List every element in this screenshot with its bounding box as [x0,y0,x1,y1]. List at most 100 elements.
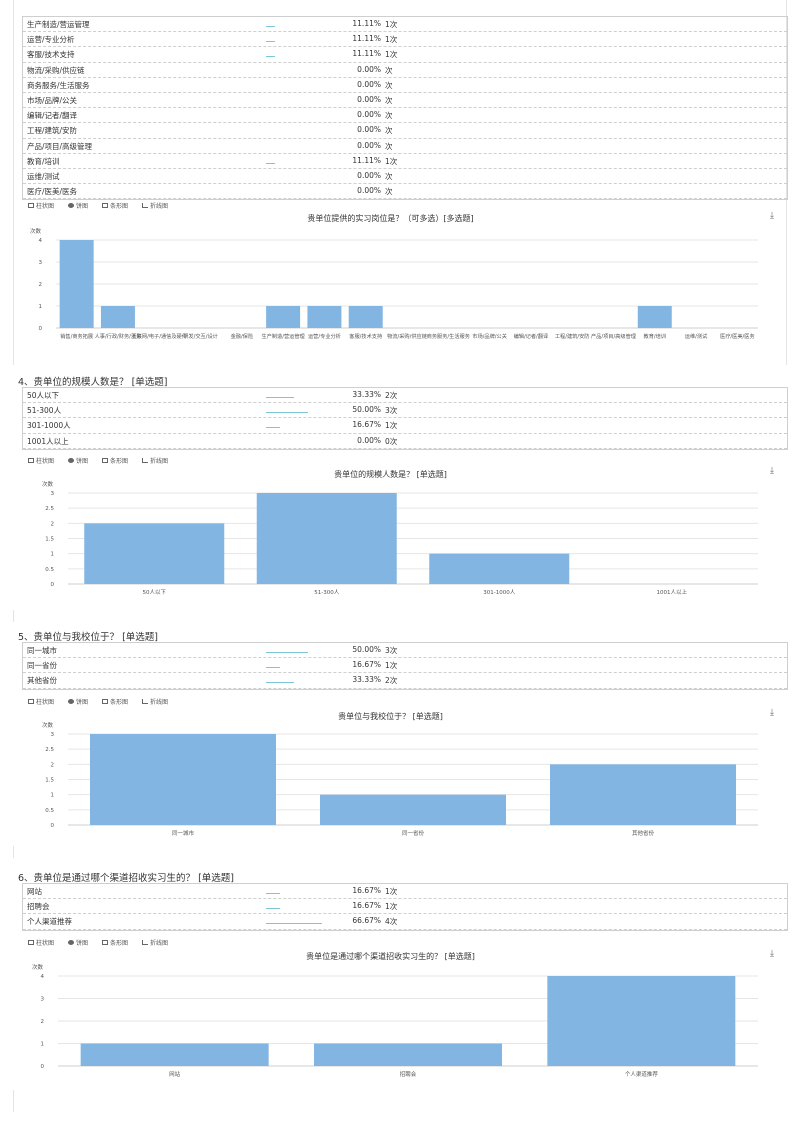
hbar-chart-button[interactable]: 条形图 [102,456,128,465]
x-tick-label: 金融/保险 [231,332,254,340]
option-count: 1次 [385,661,398,671]
option-percent: 0.00% [357,125,381,135]
chart-title: 贵单位是通过哪个渠道招收实习生的？ [单选题] [306,951,475,961]
option-count: 1次 [385,156,398,166]
option-count: 1次 [385,887,398,896]
stat-row: 医疗/医美/医务 0.00% 次 [23,184,787,200]
option-label: 生产制造/营运管理 [27,20,90,29]
hbar-chart-button[interactable]: 条形图 [102,938,128,947]
stat-row: 编辑/记者/翻译 0.00% 次 [23,108,787,124]
q5-bar-chart: 贵单位与我校位于？ [单选题] 次数 0 0.5 1 1.5 2 2.5 3 同一城市 同一省份 其他… [18,708,763,838]
option-percent: 11.11% [352,49,381,59]
stat-row: 市场/品牌/公关 0.00% 次 [23,93,787,109]
option-percent: 0.00% [357,64,381,74]
ratio-bar [266,56,276,58]
stat-row: 同一省份 16.67% 1次 [23,658,787,674]
line-chart-icon [142,458,149,463]
q3-stats-table: 生产制造/营运管理 11.11% 1次 运营/专业分析 11.11% 1次 客服/技术支持 1… [22,16,788,201]
y-tick-label: 3 [51,732,55,738]
option-count: 次 [385,111,393,121]
line-chart-button[interactable]: 折线图 [142,938,168,947]
option-count: 次 [385,95,393,105]
option-label: 其他省份 [27,676,57,686]
hbar-chart-icon [102,699,109,704]
stat-row: 商务服务/生活服务 0.00% 次 [23,78,787,93]
line-chart-button[interactable]: 折线图 [142,456,168,465]
x-tick-label: 销售/商务拓展 [60,332,93,340]
x-tick-label: 工程/建筑/安防 [555,332,590,340]
stat-row: 工程/建筑/安防 0.00% 次 [23,123,787,139]
page-left-rule [13,610,14,622]
x-tick-label: 市场/品牌/公关 [472,332,507,340]
bar-chart-button[interactable]: 柱状图 [28,938,54,947]
option-label: 同一省份 [27,661,57,671]
bar-chart-icon [28,940,34,945]
hbar-chart-icon [102,458,109,463]
x-tick-label: 网站 [169,1070,181,1078]
hbar-chart-label: 条形图 [110,940,129,947]
line-chart-label: 折线图 [150,699,169,706]
pie-chart-button[interactable]: 饼图 [68,697,88,706]
bar-chart-button[interactable]: 柱状图 [28,697,54,706]
option-label: 医疗/医美/医务 [27,187,78,197]
line-chart-label: 折线图 [150,203,169,210]
x-tick-label: 301-1000人 [483,589,515,596]
option-count: 2次 [385,391,398,400]
q4-stats-table: 50人以下 33.33% 2次 51-300人 50.00% 3次 301-1000人 16.… [22,387,788,450]
q4-chart-toolbar: 柱状图 饼图 条形图 折线图 [28,456,182,465]
line-chart-label: 折线图 [150,458,169,465]
y-tick-label: 0 [39,326,43,332]
pie-chart-icon [68,458,75,463]
stat-row: 其他省份 33.33% 2次 [23,673,787,689]
bar-chart-label: 柱状图 [36,940,55,947]
bar [266,306,301,328]
pie-chart-button[interactable]: 饼图 [68,201,88,210]
bar-chart-button[interactable]: 柱状图 [28,456,54,465]
hbar-chart-button[interactable]: 条形图 [102,697,128,706]
y-tick-label: 1 [39,304,43,310]
q6-bar-chart: 贵单位是通过哪个渠道招收实习生的？ [单选题] 次数 0 1 2 3 4 网站 招聘会 个人渠道推… [18,948,763,1083]
download-icon[interactable]: ⤓ [770,708,774,718]
y-tick-label: 3 [41,997,45,1003]
ratio-bar [266,26,276,27]
x-tick-label: 互联网/电子/通信及硬件 [132,332,187,340]
line-chart-button[interactable]: 折线图 [142,201,168,210]
ratio-bar [266,923,322,925]
x-tick-label: 同一省份 [402,829,425,837]
x-tick-label: 商务服务/生活服务 [427,332,470,340]
pie-chart-button[interactable]: 饼图 [68,938,88,947]
option-label: 1001人以上 [27,436,69,446]
bar-chart-icon [28,203,34,208]
line-chart-button[interactable]: 折线图 [142,697,168,706]
download-icon[interactable]: ⤓ [770,949,774,959]
x-tick-label: 研发/交互/设计 [183,332,218,340]
stat-row: 51-300人 50.00% 3次 [23,403,787,419]
bar [429,553,570,584]
bar-chart-label: 柱状图 [36,203,55,210]
bar-chart-label: 柱状图 [36,458,55,465]
q3-chart-toolbar: 柱状图 饼图 条形图 折线图 [28,201,182,210]
y-tick-label: 0 [51,823,55,829]
option-percent: 0.00% [357,170,381,180]
q4-bar-chart: 贵单位的规模人数是？ [单选题] 次数 0 0.5 1 1.5 2 2.5 3 50人以下 51-3… [18,466,763,601]
q3-bar-chart: 贵单位提供的实习岗位是？（可多选）[多选题] 次数 0 1 2 3 4 销售/商务拓展 人事/行… [18,210,763,345]
bar [547,976,736,1066]
download-icon[interactable]: ⤓ [770,466,774,476]
pie-chart-button[interactable]: 饼图 [68,456,88,465]
stat-row: 招聘会 16.67% 1次 [23,899,787,915]
stat-row: 教育/培训 11.11% 1次 [23,154,787,169]
option-count: 1次 [385,421,398,431]
y-tick-label: 3 [51,491,55,497]
hbar-chart-label: 条形图 [110,699,129,706]
bar-chart-button[interactable]: 柱状图 [28,201,54,210]
download-icon[interactable]: ⤓ [770,211,774,221]
y-tick-label: 2 [51,521,55,527]
x-tick-label: 同一城市 [172,829,195,837]
option-percent: 33.33% [352,390,381,399]
option-label: 商务服务/生活服务 [27,80,90,90]
option-count: 2次 [385,676,398,686]
hbar-chart-button[interactable]: 条形图 [102,201,128,210]
option-percent: 0.00% [357,435,381,445]
page-left-rule [13,0,14,365]
chart-svg: 贵单位的规模人数是？ [单选题] 次数 0 0.5 1 1.5 2 2.5 3 50人以下 51-3… [42,469,758,596]
